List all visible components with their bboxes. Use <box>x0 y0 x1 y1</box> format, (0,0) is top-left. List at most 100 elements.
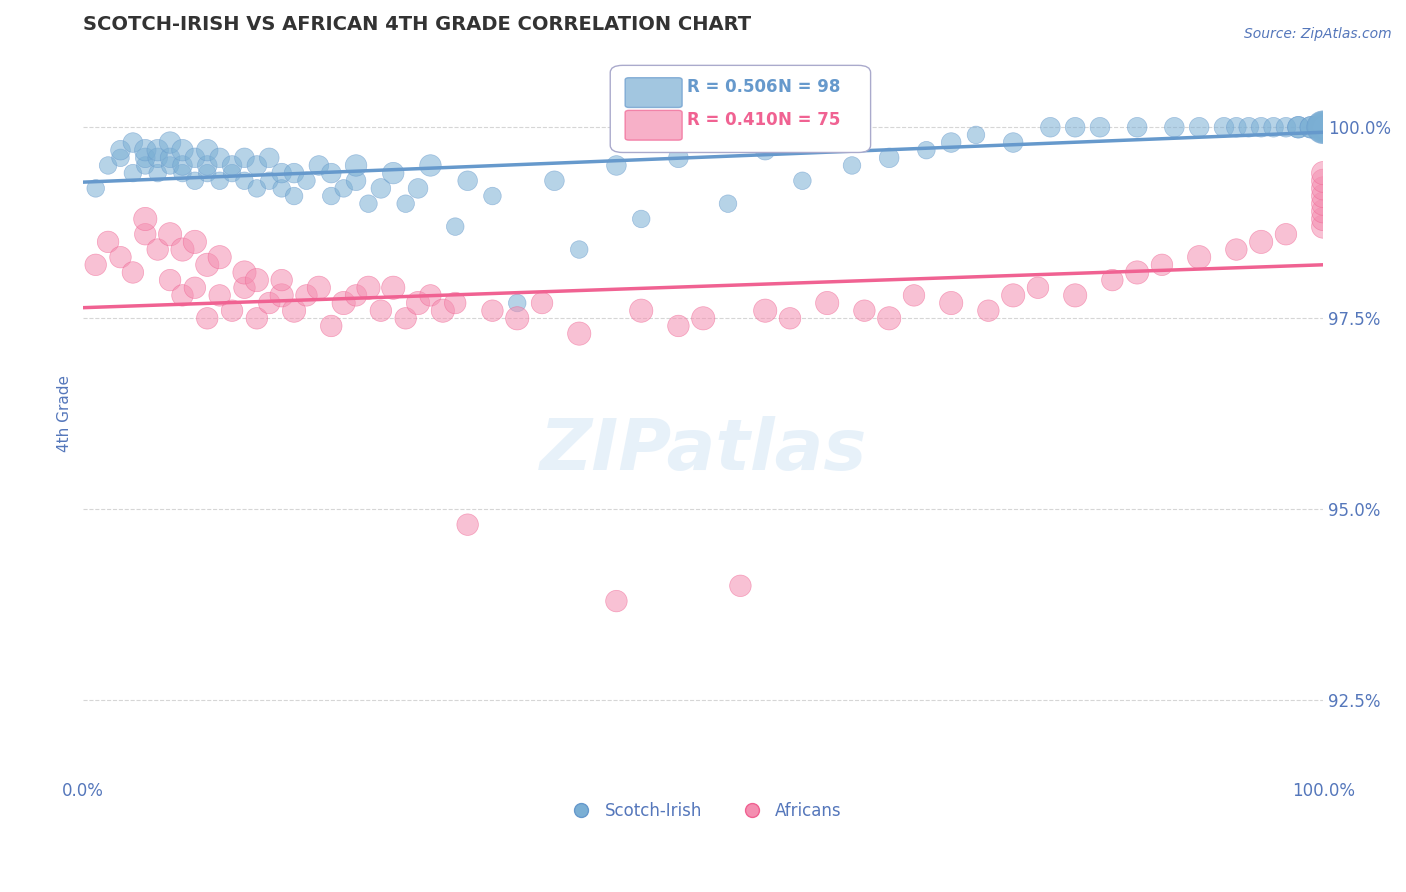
Point <box>110 143 132 157</box>
Point <box>295 288 318 302</box>
Point <box>481 303 503 318</box>
Point <box>444 219 467 234</box>
Point <box>184 281 207 295</box>
Point <box>1312 204 1334 219</box>
Point <box>941 136 963 150</box>
Point <box>172 159 194 173</box>
Point <box>159 227 181 242</box>
Point <box>730 579 752 593</box>
Point <box>1312 120 1334 135</box>
Point <box>1213 120 1236 135</box>
Point <box>184 151 207 165</box>
Point <box>382 281 405 295</box>
Point <box>1101 273 1123 287</box>
Point <box>332 296 354 310</box>
Point <box>1312 181 1334 195</box>
Point <box>134 159 156 173</box>
Point <box>184 235 207 249</box>
Point <box>481 189 503 203</box>
Point <box>195 166 218 180</box>
Point <box>122 166 145 180</box>
Point <box>1312 166 1334 180</box>
Point <box>172 288 194 302</box>
Point <box>295 174 318 188</box>
Point <box>84 258 107 272</box>
Point <box>134 227 156 242</box>
Point <box>208 174 231 188</box>
Point <box>172 166 194 180</box>
Point <box>344 159 367 173</box>
Point <box>1312 120 1334 135</box>
Point <box>308 281 330 295</box>
Point <box>308 159 330 173</box>
Text: ZIPatlas: ZIPatlas <box>540 416 868 484</box>
Point <box>1286 120 1309 135</box>
Point <box>792 174 814 188</box>
Point <box>941 296 963 310</box>
Point <box>357 281 380 295</box>
Point <box>221 159 243 173</box>
Point <box>1312 219 1334 234</box>
Point <box>221 166 243 180</box>
Point <box>233 174 256 188</box>
Point <box>406 296 429 310</box>
Point <box>1163 120 1185 135</box>
Point <box>877 311 900 326</box>
Point <box>432 303 454 318</box>
Point <box>568 326 591 341</box>
Point <box>457 517 479 532</box>
Point <box>321 166 343 180</box>
Text: N = 75: N = 75 <box>778 111 839 128</box>
Point <box>877 151 900 165</box>
Point <box>1312 120 1334 135</box>
Point <box>531 296 554 310</box>
Point <box>1312 211 1334 226</box>
Point <box>1064 288 1087 302</box>
Point <box>1088 120 1111 135</box>
Point <box>406 181 429 195</box>
Point <box>270 273 292 287</box>
Point <box>97 159 120 173</box>
Point <box>208 151 231 165</box>
Point <box>1286 120 1309 135</box>
Point <box>233 265 256 279</box>
FancyBboxPatch shape <box>626 78 682 107</box>
Point <box>259 151 281 165</box>
Point <box>1275 227 1298 242</box>
Point <box>259 174 281 188</box>
Point <box>1312 120 1334 135</box>
Point <box>506 296 529 310</box>
Point <box>1126 120 1149 135</box>
Point <box>395 311 418 326</box>
Point <box>1312 120 1334 135</box>
Point <box>134 143 156 157</box>
Point <box>172 243 194 257</box>
Point <box>754 303 776 318</box>
Point <box>444 296 467 310</box>
Point <box>1250 235 1272 249</box>
Point <box>321 318 343 333</box>
Point <box>395 196 418 211</box>
Point <box>221 303 243 318</box>
Point <box>283 189 305 203</box>
Point <box>1299 120 1322 135</box>
Point <box>184 174 207 188</box>
Point <box>668 318 690 333</box>
Point <box>246 159 269 173</box>
Point <box>1312 120 1334 135</box>
Point <box>208 288 231 302</box>
Point <box>159 159 181 173</box>
Point <box>1250 120 1272 135</box>
Point <box>246 273 269 287</box>
Point <box>97 235 120 249</box>
Text: N = 98: N = 98 <box>778 78 839 96</box>
Point <box>195 311 218 326</box>
Text: Source: ZipAtlas.com: Source: ZipAtlas.com <box>1244 27 1392 41</box>
Point <box>332 181 354 195</box>
Point <box>259 296 281 310</box>
FancyBboxPatch shape <box>626 111 682 140</box>
Point <box>122 265 145 279</box>
Point <box>1188 120 1211 135</box>
Point <box>134 211 156 226</box>
Point <box>605 159 627 173</box>
